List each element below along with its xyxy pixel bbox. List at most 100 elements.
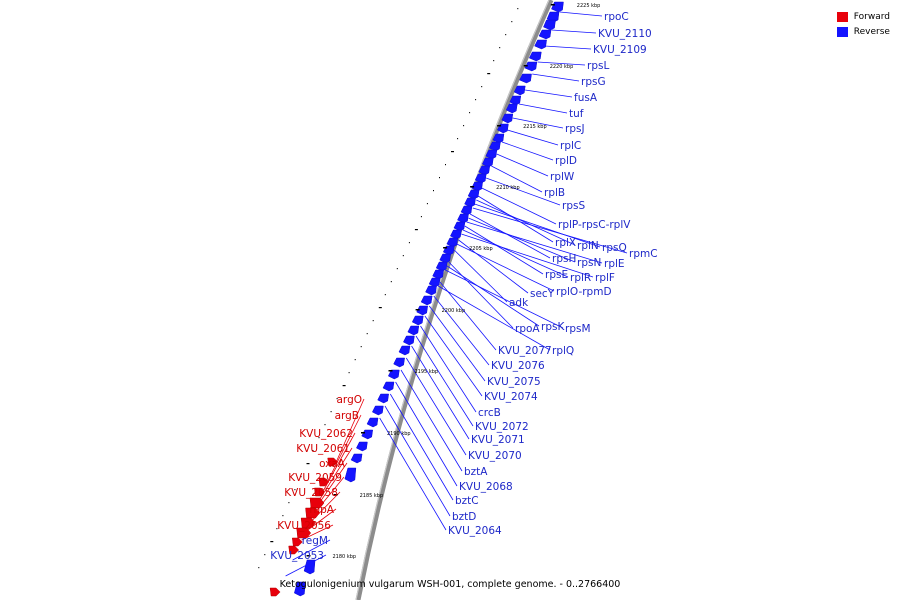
gene-label-kvu-2074[interactable]: KVU_2074 <box>484 391 538 403</box>
gene-label-regm[interactable]: regM <box>302 535 328 547</box>
gene-label-kvu-2076[interactable]: KVU_2076 <box>491 360 545 372</box>
leader-line <box>335 398 365 463</box>
leader-lines <box>285 11 628 577</box>
gene-label-argb[interactable]: argB <box>335 410 359 422</box>
leader-line <box>420 325 477 413</box>
tick-mark <box>463 125 465 127</box>
leader-line <box>481 187 557 225</box>
reverse-gene-block <box>446 237 459 248</box>
kbp-tick <box>523 65 528 67</box>
leader-line <box>400 369 463 472</box>
gene-label-kvu-2077[interactable]: KVU_2077 <box>498 345 552 357</box>
tick-mark <box>336 398 338 400</box>
gene-label-kvu-2071[interactable]: KVU_2071 <box>471 434 525 446</box>
gene-label-kvu-2062[interactable]: KVU_2062 <box>299 428 353 440</box>
gene-label-kvu-2072[interactable]: KVU_2072 <box>475 421 529 433</box>
reverse-gene-block <box>464 197 476 208</box>
kbp-label-2190-kbp: 2190 kbp <box>387 431 411 437</box>
legend: Forward Reverse <box>836 9 890 39</box>
gene-label-kvu-2058[interactable]: KVU_2058 <box>284 487 338 499</box>
gene-label-rpsj[interactable]: rpsJ <box>565 123 585 135</box>
gene-label-bztd[interactable]: bztD <box>452 511 476 523</box>
tick-mark <box>324 424 326 426</box>
gene-label-rplx[interactable]: rplX <box>555 237 576 249</box>
gene-label-rplw[interactable]: rplW <box>550 171 575 183</box>
gene-label-rpld[interactable]: rplD <box>555 155 577 167</box>
gene-label-rplr[interactable]: rplR <box>570 272 591 284</box>
leader-line <box>544 45 592 50</box>
reverse-gene-block <box>524 61 538 72</box>
forward-gene-block <box>269 587 281 597</box>
reverse-gene-block <box>377 393 389 404</box>
leader-line <box>474 203 601 248</box>
gene-label-kvu-2070[interactable]: KVU_2070 <box>468 450 522 462</box>
leader-line <box>518 103 568 114</box>
leader-line <box>448 261 514 329</box>
gene-label-crcb[interactable]: crcB <box>478 407 501 419</box>
gene-label-rple[interactable]: rplE <box>604 258 625 270</box>
legend-reverse[interactable]: Reverse <box>836 24 890 39</box>
gene-label-argo[interactable]: argO <box>337 394 363 406</box>
gene-label-oxaa[interactable]: oxaA <box>319 458 346 470</box>
gene-label-secy[interactable]: secY <box>530 288 555 300</box>
gene-label-rpoa[interactable]: rpoA <box>515 323 540 335</box>
gene-label-rpsn[interactable]: rpsN <box>577 257 601 269</box>
gene-label-rpse[interactable]: rpsE <box>545 269 568 281</box>
gene-label-rpsq[interactable]: rpsQ <box>602 242 627 254</box>
gene-label-rpmc[interactable]: rpmC <box>629 248 658 260</box>
gene-label-kvu-2068[interactable]: KVU_2068 <box>459 481 513 493</box>
reverse-gene-block <box>428 277 441 288</box>
gene-label-rpsg[interactable]: rpsG <box>581 76 606 88</box>
reverse-gene-block <box>528 51 542 62</box>
tick-mark <box>378 307 382 309</box>
tick-mark <box>517 8 519 10</box>
tick-mark <box>288 502 290 504</box>
gene-label-rpsh[interactable]: rpsH <box>552 253 576 265</box>
reverse-gene-block <box>407 325 420 336</box>
forward-gene-block <box>291 537 303 547</box>
gene-label-rplf[interactable]: rplF <box>595 272 615 284</box>
gene-label-bztc[interactable]: bztC <box>455 495 479 507</box>
gene-label-adk[interactable]: adk <box>509 297 529 309</box>
gene-label-rpsm[interactable]: rpsM <box>565 323 591 335</box>
gene-label-rpss[interactable]: rpsS <box>562 200 585 212</box>
reverse-gene-block <box>460 205 473 216</box>
gene-label-kvu-2053[interactable]: KVU_2053 <box>270 550 324 562</box>
gene-label-rplb[interactable]: rplB <box>544 187 565 199</box>
gene-label-rnpa[interactable]: rnpA <box>309 504 334 516</box>
gene-label-rpsk[interactable]: rpsK <box>541 321 565 333</box>
leader-line <box>395 381 458 487</box>
leader-line <box>559 11 603 17</box>
reverse-gene-block <box>509 95 522 106</box>
forward-gene-block <box>314 487 325 497</box>
gene-label-kvu-2109[interactable]: KVU_2109 <box>593 44 647 56</box>
legend-forward[interactable]: Forward <box>836 9 890 24</box>
tick-mark <box>354 359 356 361</box>
gene-label-rplp-rpsc-rplv[interactable]: rplP-rpsC-rplV <box>558 219 631 231</box>
reverse-gene-block <box>294 581 306 597</box>
gene-label-rplo-rpmd[interactable]: rplO-rpmD <box>556 286 612 298</box>
gene-label-rpoc[interactable]: rpoC <box>604 11 629 23</box>
gene-label-kvu-2075[interactable]: KVU_2075 <box>487 376 541 388</box>
gene-label-kvu-2110[interactable]: KVU_2110 <box>598 28 652 40</box>
gene-label-kvu-2064[interactable]: KVU_2064 <box>448 525 502 537</box>
gene-label-bzta[interactable]: bztA <box>464 466 488 478</box>
kbp-label-2225-kbp: 2225 kbp <box>577 3 601 9</box>
reverse-gene-block <box>398 345 411 356</box>
leader-line <box>445 269 564 329</box>
gene-label-rplq[interactable]: rplQ <box>552 345 574 357</box>
gene-label-rpsl[interactable]: rpsL <box>587 60 609 72</box>
gene-label-fusa[interactable]: fusA <box>574 92 598 104</box>
gene-label-kvu-2056[interactable]: KVU_2056 <box>277 520 331 532</box>
gene-label-kvu-2061[interactable]: KVU_2061 <box>296 443 350 455</box>
leader-line <box>301 524 334 541</box>
tick-mark <box>433 190 434 192</box>
reverse-gene-block <box>356 441 368 452</box>
reverse-gene-block <box>450 229 462 240</box>
reverse-gene-block <box>432 269 444 280</box>
gene-label-kvu-2059[interactable]: KVU_2059 <box>288 472 342 484</box>
gene-label-rpln[interactable]: rplN <box>577 240 599 252</box>
gene-label-tuf[interactable]: tuf <box>569 108 584 120</box>
gene-label-rplc[interactable]: rplC <box>560 140 581 152</box>
